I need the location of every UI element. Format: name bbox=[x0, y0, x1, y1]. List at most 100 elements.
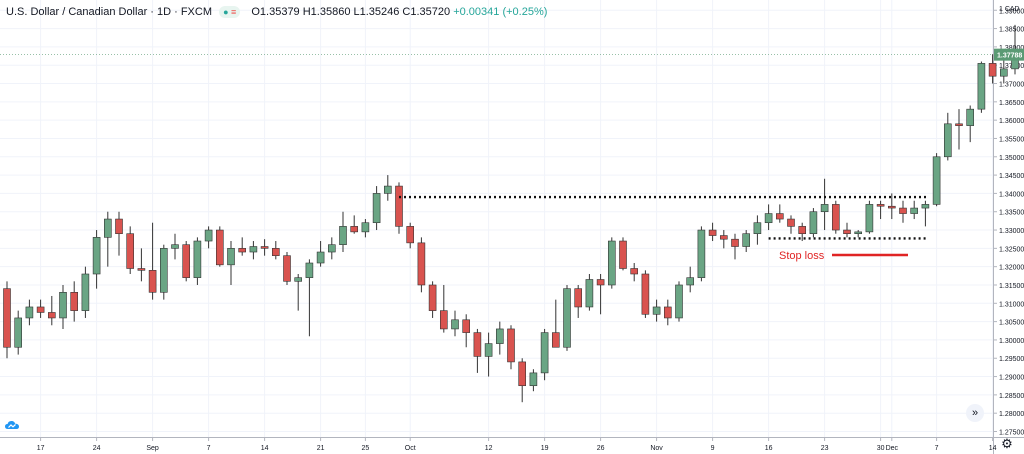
candle-body[interactable] bbox=[977, 63, 986, 110]
chevron-double-right-icon[interactable]: » bbox=[966, 404, 984, 422]
candle-body[interactable] bbox=[283, 255, 291, 282]
candle-body[interactable] bbox=[899, 207, 907, 214]
candle-body[interactable] bbox=[955, 123, 963, 126]
candle-body[interactable] bbox=[887, 205, 896, 209]
candle-body[interactable] bbox=[966, 108, 975, 126]
candle-body[interactable] bbox=[663, 306, 672, 319]
candle-body[interactable] bbox=[719, 235, 728, 240]
candle-body[interactable] bbox=[148, 270, 157, 293]
candle-body[interactable] bbox=[641, 273, 650, 315]
candle-body[interactable] bbox=[160, 248, 168, 293]
x-tick-label: Nov bbox=[650, 445, 663, 452]
candle-body[interactable] bbox=[551, 332, 560, 348]
candle-body[interactable] bbox=[540, 332, 549, 374]
candle-body[interactable] bbox=[126, 233, 134, 269]
candle-body[interactable] bbox=[361, 222, 370, 233]
candle-body[interactable] bbox=[25, 306, 34, 319]
candle-body[interactable] bbox=[339, 226, 347, 245]
candle-body[interactable] bbox=[350, 226, 359, 233]
candle-body[interactable] bbox=[607, 240, 616, 286]
candle-body[interactable] bbox=[193, 240, 202, 278]
candle-body[interactable] bbox=[227, 248, 235, 266]
candle-body[interactable] bbox=[238, 248, 246, 253]
candle-body[interactable] bbox=[999, 68, 1008, 77]
candle-body[interactable] bbox=[686, 277, 695, 286]
candle-body[interactable] bbox=[249, 246, 258, 253]
candle-body[interactable] bbox=[451, 319, 459, 330]
candle-body[interactable] bbox=[316, 251, 325, 264]
candle-body[interactable] bbox=[47, 312, 56, 319]
candle-body[interactable] bbox=[204, 229, 213, 242]
candle-body[interactable] bbox=[764, 213, 773, 224]
candle-body[interactable] bbox=[70, 292, 78, 311]
candle-body[interactable] bbox=[462, 319, 471, 333]
candle-body[interactable] bbox=[3, 288, 11, 348]
candle-body[interactable] bbox=[775, 213, 784, 220]
candle-body[interactable] bbox=[630, 268, 639, 275]
candle-body[interactable] bbox=[988, 63, 997, 77]
candle-body[interactable] bbox=[495, 328, 504, 344]
candle-body[interactable] bbox=[115, 218, 123, 235]
symbol-title[interactable]: U.S. Dollar / Canadian Dollar · 1D · FXC… bbox=[6, 6, 213, 18]
candle-body[interactable] bbox=[294, 277, 303, 282]
candle-body[interactable] bbox=[81, 273, 90, 311]
candle-body[interactable] bbox=[182, 244, 190, 278]
candle-body[interactable] bbox=[798, 226, 807, 235]
candle-body[interactable] bbox=[260, 246, 269, 249]
candle-body[interactable] bbox=[59, 292, 67, 319]
candle-body[interactable] bbox=[36, 306, 45, 313]
candle-body[interactable] bbox=[932, 156, 941, 205]
candle-body[interactable] bbox=[383, 185, 392, 194]
candle-body[interactable] bbox=[507, 328, 515, 363]
candle-body[interactable] bbox=[787, 218, 795, 227]
candle-body[interactable] bbox=[843, 229, 851, 235]
candle-body[interactable] bbox=[943, 123, 952, 158]
candle-body[interactable] bbox=[395, 185, 403, 227]
candle-body[interactable] bbox=[675, 284, 683, 319]
candle-body[interactable] bbox=[372, 193, 381, 224]
candle-body[interactable] bbox=[619, 240, 627, 269]
x-tick-label: 24 bbox=[93, 445, 101, 452]
candle-body[interactable] bbox=[876, 204, 885, 207]
candle-body[interactable] bbox=[652, 306, 661, 315]
x-tick-label: 21 bbox=[317, 445, 325, 452]
candle-body[interactable] bbox=[865, 204, 874, 233]
candle-body[interactable] bbox=[809, 211, 818, 235]
candle-body[interactable] bbox=[14, 317, 22, 348]
candle-body[interactable] bbox=[563, 288, 571, 348]
candle-body[interactable] bbox=[305, 262, 314, 278]
candle-body[interactable] bbox=[820, 204, 829, 213]
candle-body[interactable] bbox=[406, 226, 415, 244]
candle-body[interactable] bbox=[910, 207, 919, 214]
candle-body[interactable] bbox=[854, 231, 863, 235]
candle-body[interactable] bbox=[596, 279, 605, 286]
candle-body[interactable] bbox=[484, 343, 493, 357]
candle-body[interactable] bbox=[137, 268, 146, 271]
candle-body[interactable] bbox=[171, 244, 179, 249]
candle-body[interactable] bbox=[473, 332, 482, 357]
candle-body[interactable] bbox=[585, 279, 594, 308]
candle-body[interactable] bbox=[104, 218, 112, 238]
candle-body[interactable] bbox=[574, 288, 583, 308]
candle-body[interactable] bbox=[731, 238, 739, 247]
candle-body[interactable] bbox=[921, 204, 930, 209]
candle-body[interactable] bbox=[327, 244, 336, 253]
tradingview-cloud-icon[interactable] bbox=[4, 418, 20, 430]
y-tick-label: 1.35500 bbox=[999, 136, 1024, 143]
candle-body[interactable] bbox=[708, 229, 717, 236]
candle-body[interactable] bbox=[439, 310, 448, 330]
candle-body[interactable] bbox=[529, 372, 538, 387]
candle-body[interactable] bbox=[697, 229, 706, 278]
candle-body[interactable] bbox=[742, 233, 751, 247]
gear-icon[interactable]: ⚙ bbox=[1001, 436, 1013, 451]
candle-body[interactable] bbox=[92, 237, 101, 275]
candle-body[interactable] bbox=[216, 229, 224, 266]
candle-body[interactable] bbox=[428, 284, 437, 311]
candle-body[interactable] bbox=[831, 204, 840, 231]
candle-body[interactable] bbox=[753, 222, 762, 235]
candle-body[interactable] bbox=[518, 361, 527, 387]
candle-body[interactable] bbox=[271, 248, 280, 256]
candle-body[interactable] bbox=[417, 242, 426, 286]
